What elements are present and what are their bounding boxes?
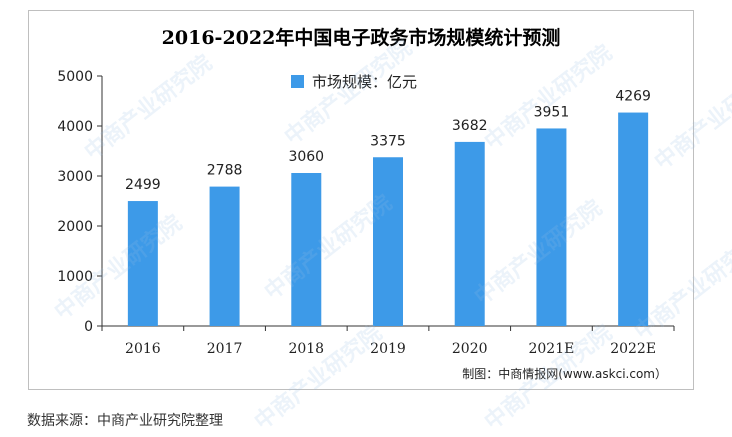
y-tick-label: 5000 — [57, 69, 93, 85]
bar-value-label: 2788 — [207, 163, 243, 179]
bar-value-label: 4269 — [615, 89, 651, 105]
bar — [618, 112, 649, 326]
bar-value-label: 3951 — [534, 104, 570, 120]
x-tick-label: 2020 — [452, 341, 488, 357]
chart-title: 2016-2022年中国电子政务市场规模统计预测 — [161, 27, 561, 49]
chart-legend: 市场规模：亿元 — [291, 72, 418, 91]
legend-label: 市场规模：亿元 — [312, 72, 418, 91]
y-tick-label: 2000 — [57, 219, 93, 235]
bar-value-label: 3375 — [370, 133, 406, 149]
bar-value-label: 3060 — [288, 149, 324, 165]
bar — [454, 141, 485, 326]
bar-value-label: 2499 — [125, 177, 161, 193]
y-tick-label: 3000 — [57, 169, 93, 185]
bar — [127, 201, 158, 326]
x-tick-label: 2022E — [610, 341, 656, 357]
bar — [536, 128, 567, 326]
chart-credit: 制图：中商情报网(www.askci.com） — [462, 367, 667, 381]
x-tick-label: 2017 — [207, 341, 243, 357]
bar-value-label: 3682 — [452, 118, 488, 134]
x-tick-label: 2019 — [370, 341, 406, 357]
y-tick-label: 1000 — [57, 269, 93, 285]
bar-chart: 0 1000 2000 3000 4000 5000 2499 2016 2788 2017 306… — [57, 69, 675, 357]
legend-swatch — [291, 74, 304, 88]
chart-frame: 2016-2022年中国电子政务市场规模统计预测 市场规模：亿元 0 1000 20… — [28, 10, 694, 390]
y-tick-label: 4000 — [57, 119, 93, 135]
x-tick-label: 2021E — [528, 341, 574, 357]
y-tick-label: 0 — [84, 319, 93, 335]
x-tick-label: 2016 — [125, 341, 161, 357]
data-source-note: 数据来源：中商产业研究院整理 — [27, 413, 223, 429]
bar — [291, 173, 322, 326]
x-tick-label: 2018 — [288, 341, 324, 357]
bar — [373, 157, 403, 326]
bar — [209, 186, 240, 326]
